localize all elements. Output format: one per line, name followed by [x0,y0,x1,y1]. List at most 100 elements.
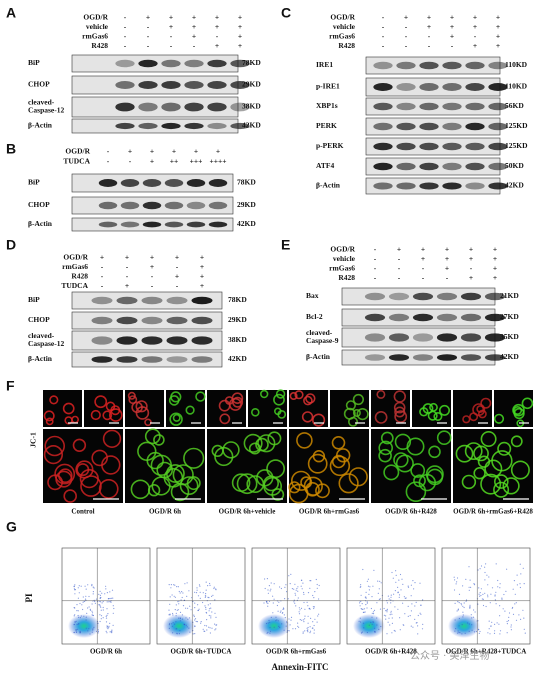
cell [376,389,386,399]
event [457,608,459,610]
event [454,579,456,581]
event [294,602,296,604]
event [82,596,84,598]
cell [491,450,513,472]
treatment-sign: + [397,245,401,254]
treatment-sign: - [428,41,431,50]
event [463,602,465,604]
event [194,619,196,621]
event [513,580,516,582]
event [105,621,108,623]
cell [183,447,205,469]
event [389,614,391,616]
event [400,589,402,591]
event [205,606,207,609]
event [484,592,486,594]
cell [231,392,244,405]
band-size: 42KD [500,352,519,361]
treatment-sign: + [493,264,497,273]
event [293,599,295,601]
event [102,600,104,603]
cell [394,433,412,450]
event [303,621,305,623]
cell [338,473,359,494]
blot-band [161,102,181,112]
blot-band [186,221,206,228]
cell [90,409,101,421]
protein-label: cleaved- [28,331,55,340]
treatment-sign: + [493,245,497,254]
event [209,632,211,634]
blot-band [230,59,250,68]
event [386,633,388,635]
treatment-sign: - [126,272,129,281]
event [106,632,108,634]
blot-band [91,356,113,363]
treatment-sign: - [382,13,385,22]
event [292,628,294,630]
blot-band [184,122,204,130]
event [192,633,194,635]
event [499,630,502,632]
event [273,626,275,628]
event [298,613,301,615]
event [391,613,393,615]
band-size: 29KD [237,200,256,209]
blot-band [208,179,228,187]
event [187,618,189,620]
event [207,596,209,598]
event [107,613,109,615]
band-size: 50KD [505,161,524,170]
event [386,609,388,611]
blot-band [120,221,140,228]
event [460,604,463,606]
event [282,612,284,614]
band-size: 42KD [237,219,256,228]
cell [410,463,426,478]
event [207,585,209,587]
event [366,601,368,603]
event [310,580,312,582]
cell [426,468,444,486]
blot-band [164,179,184,187]
panel-letter: E [281,237,290,253]
caption: OGD/R 6h [90,648,122,656]
event [210,615,212,617]
cell [79,469,99,489]
condition-label: rmGas6 [82,32,108,41]
event [101,602,103,604]
blot-band [442,83,462,91]
protein-label: cleaved- [306,328,333,337]
cell [480,397,492,409]
cell [289,391,298,400]
watermark: 公众号 · 美泽生物 [410,649,490,662]
event [197,609,199,612]
blot-band [419,142,439,151]
event [211,627,213,629]
event [189,631,191,633]
cell [493,474,509,489]
event [391,571,393,574]
treatment-sign: - [216,32,219,41]
event [106,608,108,610]
event [270,582,272,584]
blot-band [465,182,485,190]
event [205,581,207,583]
treatment-sign: - [147,22,150,31]
event [514,603,516,605]
blot-band [141,336,163,345]
cell [352,408,361,417]
event [73,588,75,590]
event [482,604,485,607]
event [471,617,473,619]
event [97,630,100,633]
event [279,611,281,613]
event [176,609,178,611]
blot-band [116,296,138,305]
treatment-sign: + [445,264,449,273]
event [194,618,197,620]
event [267,592,269,594]
blot-band [166,336,188,345]
event [485,563,487,565]
event [316,583,318,586]
